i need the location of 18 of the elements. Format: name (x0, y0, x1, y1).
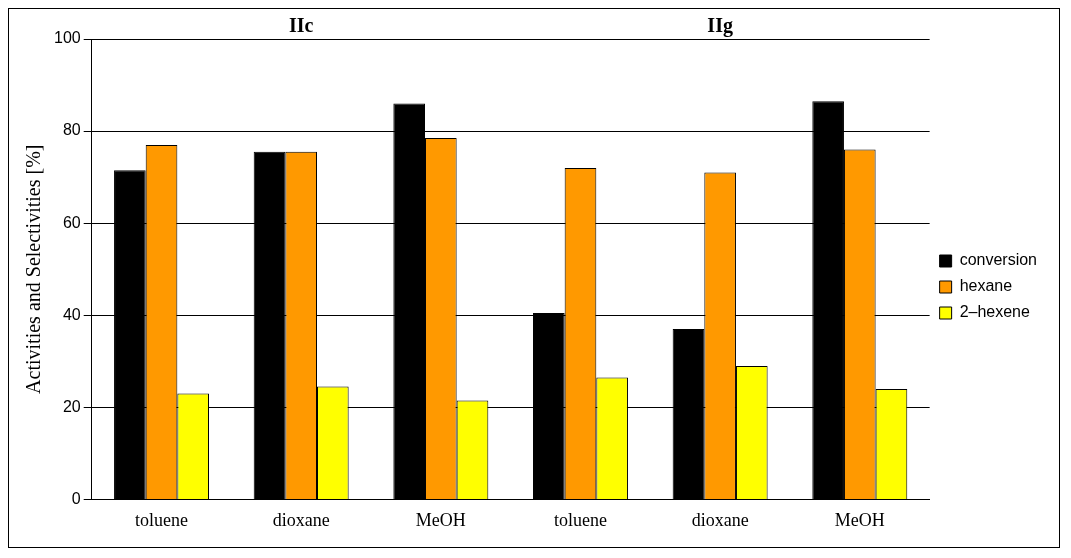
legend-label: conversion (959, 251, 1037, 269)
text: IIc (288, 14, 314, 37)
y-tick-label: 0 (71, 489, 81, 507)
y-tick-label: 40 (62, 305, 81, 323)
y-axis-title: Activities and Selectivities [%] (22, 144, 45, 394)
legend-label: 2–hexene (959, 303, 1031, 321)
x-tick-label: MeOH (415, 509, 466, 530)
x-tick-label: toluene (135, 509, 189, 530)
y-tick-label: 60 (62, 213, 81, 231)
x-tick-label: toluene (554, 509, 607, 530)
legend-label: hexane (959, 277, 1013, 295)
x-tick-label: dioxane (691, 509, 749, 530)
y-tick-label: 20 (62, 397, 81, 415)
y-tick-label: 100 (53, 29, 81, 47)
x-tick-label: dioxane (272, 509, 330, 530)
y-tick-label: 80 (62, 121, 81, 139)
text: IIg (707, 14, 733, 38)
x-tick-label: MeOH (834, 509, 885, 530)
